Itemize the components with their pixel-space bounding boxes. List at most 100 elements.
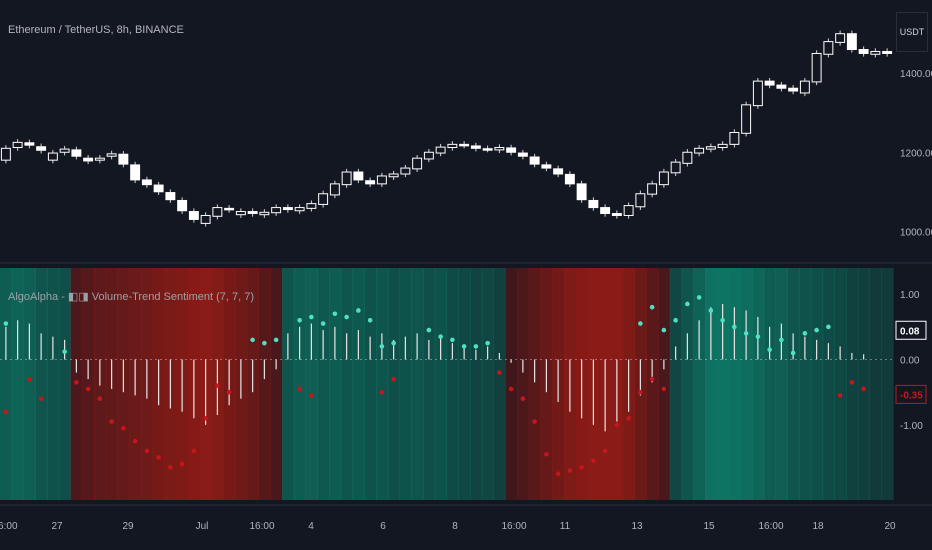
candle-body <box>118 153 129 165</box>
candle-body <box>247 211 258 215</box>
symbol-title: Ethereum / TetherUS, 8h, BINANCE <box>8 24 184 36</box>
zone-bar <box>0 268 13 500</box>
last-value-positive: 0.08 <box>900 326 920 337</box>
candle-body <box>24 142 35 146</box>
zone-bar <box>481 268 495 500</box>
zone-bar <box>376 268 389 500</box>
candle-body <box>388 173 399 178</box>
bull-dot <box>767 347 772 352</box>
currency-badge[interactable]: USDT <box>896 12 928 52</box>
zone-bar <box>740 268 753 500</box>
candle-body <box>741 104 752 134</box>
bull-dot <box>790 350 796 356</box>
bear-dot <box>74 380 79 385</box>
indicator-tick-label: 0.00 <box>900 355 920 366</box>
candle-body <box>329 183 340 196</box>
bull-dot <box>649 304 655 310</box>
bull-dot <box>391 340 396 346</box>
candle-body <box>212 207 223 217</box>
bull-dot <box>485 340 490 346</box>
candle-body <box>271 207 282 214</box>
candle-body <box>188 211 199 220</box>
bull-dot <box>720 317 725 323</box>
zone-bar <box>646 268 659 500</box>
bull-dot <box>473 344 479 349</box>
bull-dot <box>438 334 443 339</box>
zone-bar <box>270 268 283 500</box>
candle-body <box>635 193 646 208</box>
indicator-tick-label: -1.00 <box>900 421 923 432</box>
zone-bar <box>705 268 718 500</box>
candle-body <box>482 148 493 151</box>
bull-dot <box>461 344 467 349</box>
candle-body <box>83 157 94 162</box>
zone-bar <box>35 268 48 500</box>
bull-dot <box>3 321 9 326</box>
candle-body <box>200 214 211 224</box>
price-tick-label: 1000.00 <box>900 227 932 238</box>
zone-bar <box>693 268 706 500</box>
time-tick-label: 16:00 <box>0 521 18 532</box>
zone-bar <box>282 268 295 500</box>
candle-body <box>12 141 23 149</box>
zone-bar <box>528 268 542 500</box>
zone-bar <box>681 268 694 500</box>
candle-body <box>717 143 728 149</box>
bear-dot <box>215 383 220 388</box>
candle-body <box>459 143 470 147</box>
candle-body <box>799 80 810 94</box>
candle-body <box>318 193 329 205</box>
candle-body <box>658 171 669 186</box>
price-tick-label: 1400.00 <box>900 69 932 80</box>
bear-dot <box>661 386 667 392</box>
candle-body <box>294 207 305 212</box>
zone-bar <box>352 268 365 500</box>
time-tick-label: 13 <box>631 521 643 532</box>
bear-dot <box>191 448 197 454</box>
candle-body <box>235 211 246 216</box>
time-tick-label: 27 <box>51 521 63 532</box>
candle-body <box>517 152 528 157</box>
zone-bar <box>517 268 530 500</box>
candle-body <box>882 50 893 54</box>
zone-bar <box>881 268 894 500</box>
candle-body <box>553 168 564 175</box>
zone-bar <box>822 268 835 500</box>
candle-body <box>106 153 117 157</box>
candle-body <box>729 132 740 145</box>
bull-dot <box>708 308 714 313</box>
candle-body <box>94 157 105 161</box>
time-tick-label: 8 <box>452 521 458 532</box>
bull-dot <box>273 337 279 343</box>
candle-body <box>764 80 775 86</box>
candle-body <box>858 49 869 54</box>
bear-dot <box>649 376 655 382</box>
zone-bar <box>387 268 401 500</box>
bear-dot <box>837 393 843 398</box>
bull-dot <box>344 314 349 320</box>
bear-dot <box>849 380 855 385</box>
candle-body <box>564 173 575 185</box>
bull-dot <box>62 349 67 354</box>
time-tick-label: 29 <box>122 521 134 532</box>
candle-body <box>141 179 152 186</box>
zone-bar <box>423 268 436 500</box>
time-tick-label: 20 <box>884 521 896 532</box>
candle-body <box>282 207 293 211</box>
zone-bar <box>458 268 471 500</box>
time-tick-label: 4 <box>308 521 314 532</box>
bull-dot <box>250 337 255 343</box>
candle-body <box>470 145 481 149</box>
bear-dot <box>132 438 138 444</box>
candle-body <box>705 146 716 150</box>
candle-body <box>576 183 587 201</box>
bear-dot <box>203 416 208 421</box>
bull-dot <box>450 337 455 343</box>
bear-dot <box>626 416 631 421</box>
time-tick-label: 15 <box>703 521 715 532</box>
zone-bar <box>799 268 812 500</box>
zone-bar <box>293 268 307 500</box>
candle-body <box>611 213 622 216</box>
bear-dot <box>508 386 514 392</box>
